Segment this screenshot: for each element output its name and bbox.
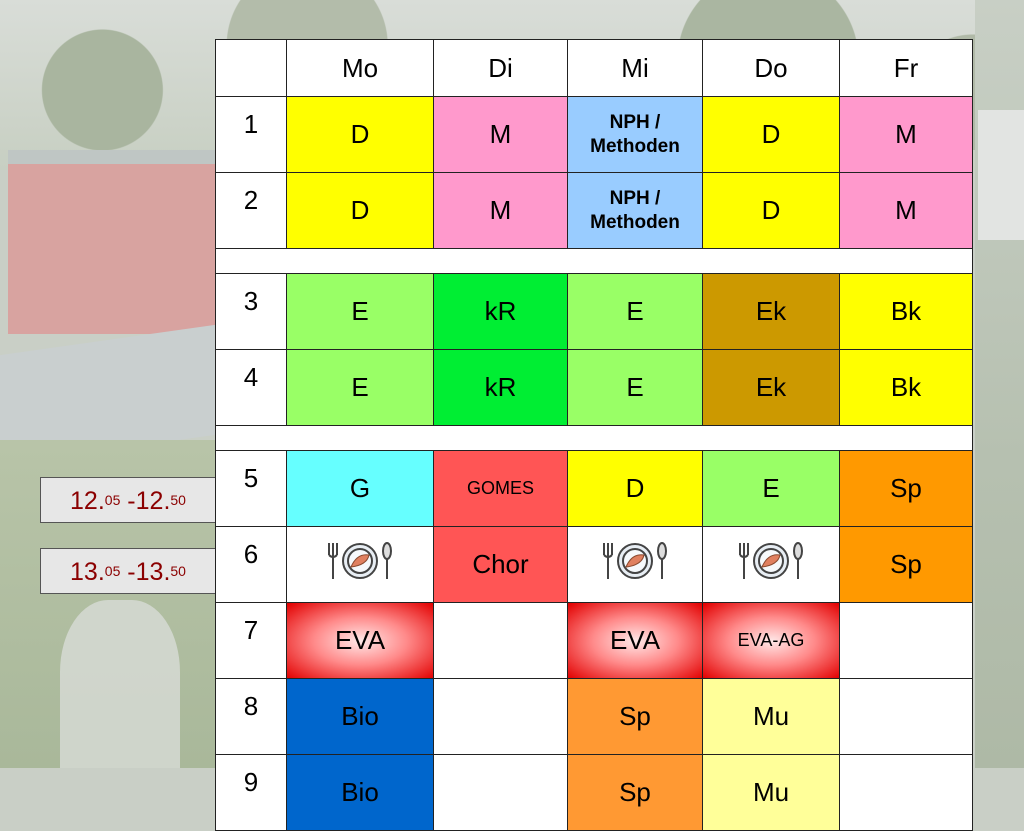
period-number: 3 <box>215 273 287 350</box>
header-row: Mo Di Mi Do Fr <box>215 39 973 97</box>
lunch-plate-icon <box>739 542 803 579</box>
lesson-cell: E <box>702 450 840 527</box>
period-row: 2 D M NPH / Methoden D M <box>215 172 973 249</box>
day-header: Mi <box>567 39 703 97</box>
lesson-cell: Ek <box>702 349 840 426</box>
period-row: 1 D M NPH / Methoden D M <box>215 96 973 173</box>
day-header: Fr <box>839 39 973 97</box>
corner-cell <box>215 39 287 97</box>
lunch-plate-icon <box>603 542 667 579</box>
lesson-cell: Ek <box>702 273 840 350</box>
day-header: Mo <box>286 39 434 97</box>
lunch-plate-icon <box>734 539 808 590</box>
lesson-cell: Chor <box>433 526 568 603</box>
lesson-cell: M <box>839 172 973 249</box>
lesson-cell: Sp <box>567 754 703 831</box>
lunch-cell <box>286 526 434 603</box>
period-number: 8 <box>215 678 287 755</box>
break-row <box>215 248 973 274</box>
period-number: 7 <box>215 602 287 679</box>
lesson-cell <box>839 602 973 679</box>
lunch-plate-icon <box>598 539 672 590</box>
lesson-cell <box>433 602 568 679</box>
lesson-cell: kR <box>433 349 568 426</box>
lesson-cell: NPH / Methoden <box>567 172 703 249</box>
period-row: 8 Bio Sp Mu <box>215 678 973 755</box>
lunch-plate-icon <box>328 542 392 579</box>
lesson-cell: E <box>286 349 434 426</box>
lesson-cell: EVA <box>286 602 434 679</box>
break-row <box>215 425 973 451</box>
lesson-cell: M <box>839 96 973 173</box>
lesson-cell: GOMES <box>433 450 568 527</box>
period-row: 7 EVA EVA EVA-AG <box>215 602 973 679</box>
lesson-cell: NPH / Methoden <box>567 96 703 173</box>
lesson-cell: Sp <box>839 526 973 603</box>
lesson-cell: Mu <box>702 678 840 755</box>
lesson-cell: Bk <box>839 349 973 426</box>
lesson-cell <box>433 678 568 755</box>
lesson-cell: M <box>433 96 568 173</box>
time-label-period-7: 13.05 -13.50 <box>40 548 216 594</box>
lesson-cell: D <box>702 96 840 173</box>
period-row: 6 Chor Sp <box>215 526 973 603</box>
period-number: 2 <box>215 172 287 249</box>
lesson-cell <box>839 754 973 831</box>
lesson-cell: M <box>433 172 568 249</box>
lesson-cell: D <box>567 450 703 527</box>
day-header: Di <box>433 39 568 97</box>
lesson-cell: E <box>567 349 703 426</box>
lesson-cell: EVA <box>567 602 703 679</box>
break-cell <box>215 248 973 274</box>
lesson-cell: Sp <box>567 678 703 755</box>
lesson-cell: Sp <box>839 450 973 527</box>
lesson-cell: E <box>286 273 434 350</box>
lesson-cell: D <box>286 96 434 173</box>
lesson-cell <box>433 754 568 831</box>
lesson-cell: EVA-AG <box>702 602 840 679</box>
lesson-cell: D <box>702 172 840 249</box>
period-number: 4 <box>215 349 287 426</box>
period-row: 5 G GOMES D E Sp <box>215 450 973 527</box>
day-header: Do <box>702 39 840 97</box>
period-row: 9 Bio Sp Mu <box>215 754 973 831</box>
lunch-cell <box>567 526 703 603</box>
time-label-period-6: 12.05 -12.50 <box>40 477 216 523</box>
lesson-cell <box>839 678 973 755</box>
period-number: 6 <box>215 526 287 603</box>
timetable: Mo Di Mi Do Fr 1 D M NPH / Methoden D M 2 D M NPH… <box>215 39 973 831</box>
period-number: 1 <box>215 96 287 173</box>
period-number: 5 <box>215 450 287 527</box>
lunch-cell <box>702 526 840 603</box>
lunch-plate-icon <box>323 539 397 590</box>
period-number: 9 <box>215 754 287 831</box>
lesson-cell: Bio <box>286 754 434 831</box>
lesson-cell: E <box>567 273 703 350</box>
lesson-cell: Mu <box>702 754 840 831</box>
lesson-cell: Bio <box>286 678 434 755</box>
lesson-cell: kR <box>433 273 568 350</box>
break-cell <box>215 425 973 451</box>
lesson-cell: G <box>286 450 434 527</box>
lesson-cell: D <box>286 172 434 249</box>
lesson-cell: Bk <box>839 273 973 350</box>
